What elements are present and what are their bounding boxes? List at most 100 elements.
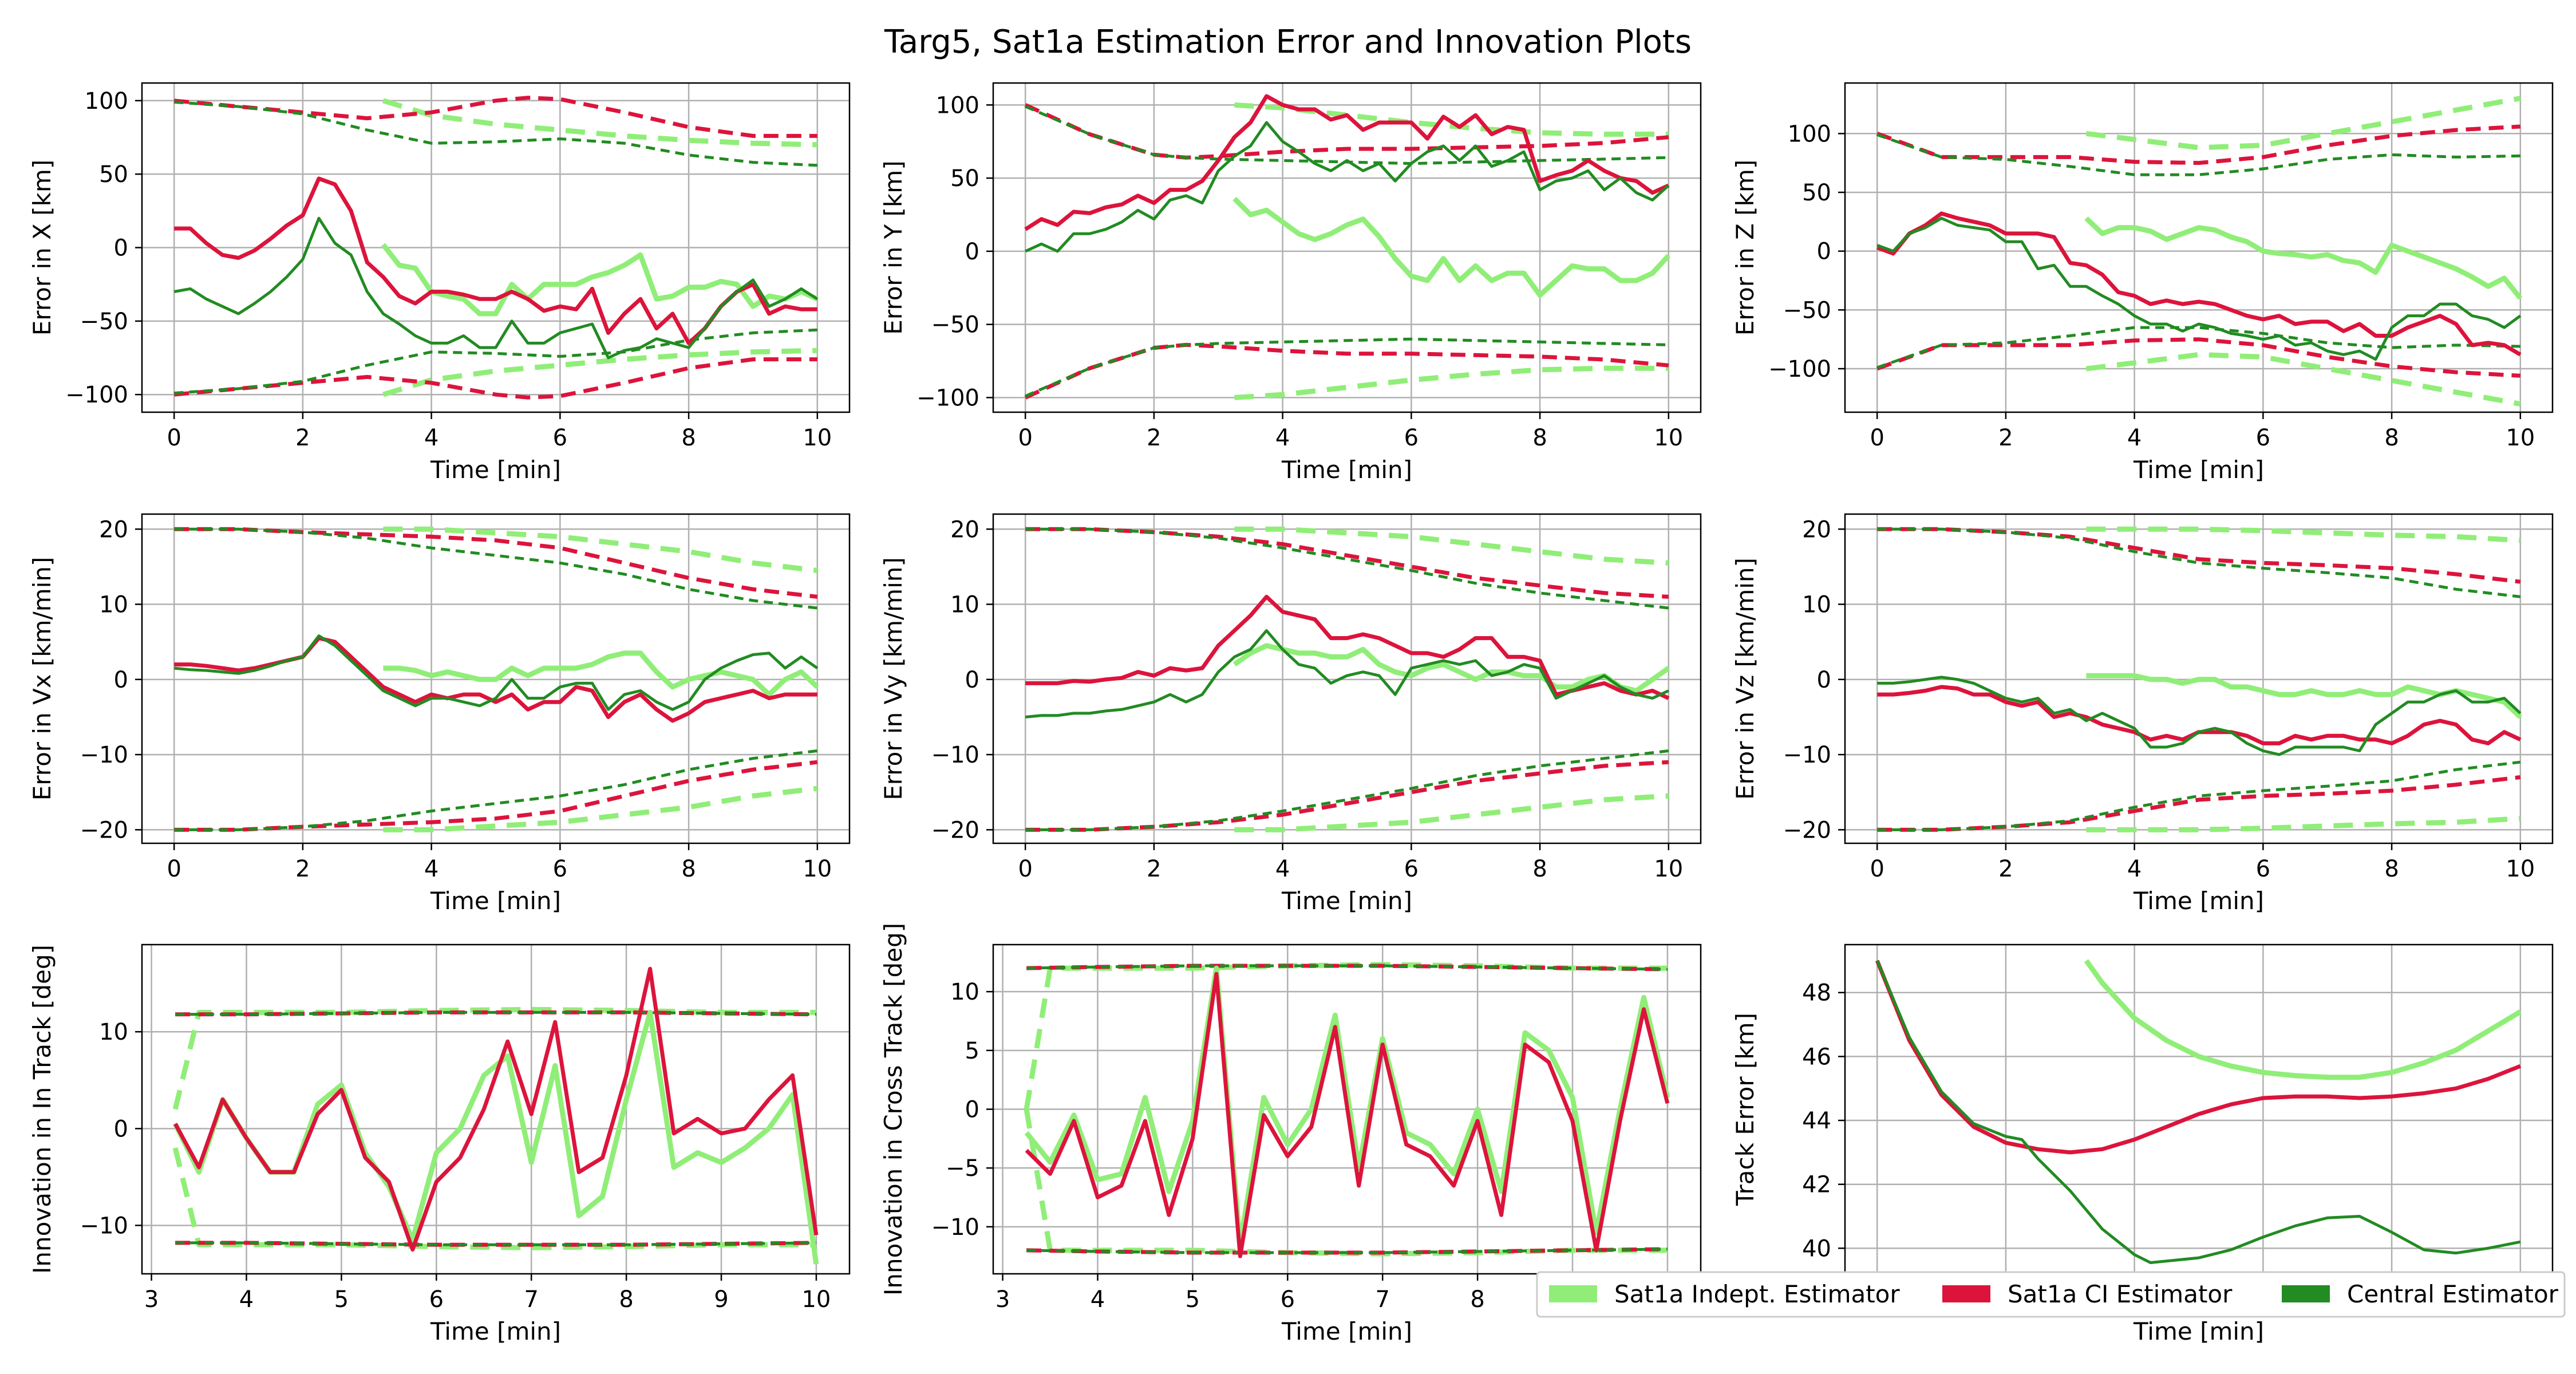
series-central	[173, 634, 819, 711]
tick-label-x: 6	[1404, 856, 1419, 882]
x-axis-label: Time [min]	[2133, 456, 2264, 484]
bound-upper-central	[1877, 527, 2521, 598]
tick-label-x: 8	[1532, 856, 1547, 882]
tick-label-x: 8	[2384, 856, 2399, 882]
series-central	[173, 216, 819, 360]
plot-area	[1877, 526, 2522, 832]
tick-label-x: 6	[1281, 1286, 1295, 1313]
series-ci	[173, 966, 819, 1252]
tick-label-x: 8	[681, 856, 696, 882]
tick-label-x: 8	[1470, 1286, 1484, 1313]
axes-frame	[992, 513, 1702, 844]
tick-label-x: 8	[1532, 425, 1547, 451]
subplot-track-error: 02468104042444648Time [min]Track Error […	[1731, 943, 2554, 1345]
bound-upper-central	[174, 100, 817, 167]
bound-upper-ci	[175, 1010, 816, 1017]
tick-label-y: −20	[931, 817, 979, 843]
tick-label-x: 0	[1018, 856, 1032, 882]
x-axis-label: Time [min]	[2133, 1317, 2264, 1345]
tick-label-x: 4	[1091, 1286, 1105, 1313]
bound-lower-central	[1025, 337, 1669, 398]
tick-label-x: 8	[681, 425, 696, 451]
tick-label-x: 4	[1275, 856, 1290, 882]
plot-area	[1024, 94, 1671, 400]
series-indept	[1232, 643, 1670, 693]
subplot-error-z: 0 2 4 6 8 10 −100 −50 0 50 100 Time [min] Error in Z…	[1731, 82, 2554, 484]
bound-upper-ci	[1877, 527, 2521, 584]
subplot-error-vx: 0 2 4 6 8 10 −20 −10 0 10 20 Time [min] Error in Vx …	[28, 513, 851, 915]
tick-label-y: 100	[936, 92, 979, 119]
tick-label-y: 20	[950, 516, 979, 543]
tick-label-y: −10	[80, 742, 128, 768]
series-ci	[1876, 211, 2522, 357]
tick-label-y: 100	[85, 88, 128, 114]
bound-lower-ci	[1877, 775, 2521, 832]
bound-lower-ci	[175, 1241, 816, 1247]
tick-label-x: 10	[2506, 425, 2535, 451]
bound-lower-indept	[2086, 816, 2521, 832]
tick-label-x: 6	[1404, 425, 1419, 451]
tick-label-y: −100	[1768, 356, 1831, 382]
series-ci	[1024, 94, 1670, 231]
tick-label-x: 2	[295, 856, 310, 882]
series-central	[1877, 676, 2522, 756]
tick-label-y: 0	[965, 667, 979, 693]
tick-label-y: 0	[965, 239, 979, 265]
tick-label-x: 4	[424, 856, 438, 882]
legend-swatch-indept	[1549, 1285, 1597, 1302]
tick-label-y: 0	[114, 1116, 128, 1142]
tick-label-y: 10	[950, 979, 979, 1005]
tick-label-x: 4	[424, 425, 438, 451]
tick-label-y: 10	[99, 1019, 128, 1045]
axes-frame	[141, 943, 851, 1275]
subplot-error-y: 0 2 4 6 8 10 −100 −50 0 50 100 Time [min] Error in Y…	[879, 82, 1702, 484]
legend-swatch-ci	[1942, 1285, 1990, 1302]
bound-lower-ci	[174, 760, 818, 832]
tick-label-y: 5	[965, 1038, 979, 1064]
legend-label-indept: Sat1a Indept. Estimator	[1614, 1280, 1900, 1308]
bound-upper-indept	[2086, 526, 2521, 543]
tick-label-y: −10	[80, 1213, 128, 1239]
legend-label-central: Central Estimator	[2347, 1280, 2559, 1308]
tick-label-x: 2	[295, 425, 310, 451]
subplot-error-vz: 0 2 4 6 8 10 −20 −10 0 10 20 Time [min] Error in Vz …	[1731, 513, 2554, 915]
tick-label-x: 0	[167, 425, 181, 451]
series-central	[1875, 960, 2521, 1264]
tick-label-y: −10	[931, 742, 979, 768]
bound-upper-ci	[173, 96, 817, 138]
plot-area	[1025, 526, 1670, 832]
tick-label-x: 5	[334, 1286, 349, 1313]
subplot-innovation-in-track: 3 4 5 6 7 8 9 10 −10 0 10 Time [min] Innovation in I…	[28, 943, 851, 1345]
subplot-error-x: 0 2 4 6 8 10 −100 −50 0 50 100 Time [min] Error in X…	[28, 82, 851, 484]
tick-label-x: 8	[2384, 425, 2399, 451]
tick-label-y: −50	[80, 309, 128, 335]
tick-label-x: 7	[524, 1286, 538, 1313]
x-axis-label: Time [min]	[2133, 887, 2264, 915]
tick-label-y: 0	[114, 235, 128, 262]
tick-label-y: 10	[1802, 592, 1831, 618]
tick-label-y: 10	[950, 592, 979, 618]
figure-title: Targ5, Sat1a Estimation Error and Innova…	[884, 23, 1692, 61]
y-axis-label: Error in Vy [km/min]	[879, 557, 907, 800]
series-indept	[381, 243, 819, 317]
y-axis-label: Error in Z [km]	[1731, 160, 1759, 336]
tick-label-x: 0	[1870, 856, 1884, 882]
bound-lower-ci	[173, 357, 817, 400]
bound-lower-central	[1025, 749, 1669, 831]
series-central	[1876, 216, 2522, 361]
series-ci	[1025, 594, 1670, 700]
legend-frame	[1536, 1271, 2566, 1318]
series-ci	[1025, 972, 1670, 1258]
x-axis-label: Time [min]	[1281, 887, 1412, 915]
tick-label-y: −20	[1783, 817, 1831, 843]
tick-label-x: 8	[619, 1286, 633, 1313]
tick-label-x: 6	[553, 856, 567, 882]
tick-label-x: 10	[1654, 425, 1683, 451]
tick-label-y: −100	[916, 385, 979, 411]
tick-label-y: 42	[1802, 1172, 1831, 1198]
bound-upper-ci	[1026, 964, 1668, 972]
bound-upper-central	[174, 527, 818, 610]
tick-label-x: 4	[2127, 856, 2142, 882]
tick-label-y: 0	[1817, 239, 1831, 265]
tick-label-x: 2	[1147, 856, 1161, 882]
